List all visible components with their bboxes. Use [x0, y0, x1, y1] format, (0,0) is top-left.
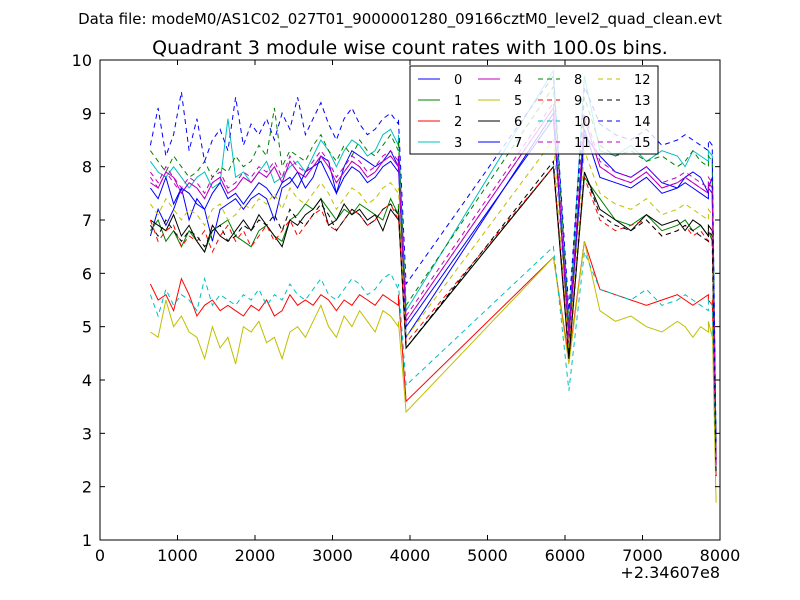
series-line-12 [149, 138, 717, 471]
legend-label-4: 4 [514, 73, 522, 88]
legend-label-8: 8 [574, 73, 582, 88]
series-line-7 [149, 117, 717, 455]
y-tick-label: 9 [82, 104, 92, 123]
y-tick-label: 3 [82, 424, 92, 443]
legend-label-15: 15 [634, 136, 651, 151]
series-line-13 [149, 159, 717, 477]
x-tick-label: 6000 [545, 546, 586, 565]
x-offset-label: +2.34607e8 [620, 563, 720, 582]
x-tick-label: 5000 [467, 546, 508, 565]
legend-label-2: 2 [454, 115, 462, 130]
legend-box [409, 65, 659, 155]
series-line-5 [150, 241, 717, 503]
series-line-14 [149, 74, 717, 445]
legend-label-7: 7 [514, 136, 522, 151]
legend-label-10: 10 [574, 115, 591, 130]
legend-label-0: 0 [454, 73, 462, 88]
y-tick-label: 10 [72, 51, 92, 70]
suptitle: Data file: modeM0/AS1C02_027T01_90000012… [78, 10, 722, 29]
y-tick-label: 1 [82, 531, 92, 550]
y-tick-label: 4 [82, 371, 92, 390]
legend-label-9: 9 [574, 94, 582, 109]
legend-label-11: 11 [574, 136, 591, 151]
series-line-1 [149, 165, 717, 471]
legend-label-13: 13 [634, 94, 651, 109]
series-line-11 [149, 101, 717, 461]
chart-title: Quadrant 3 module wise count rates with … [152, 37, 668, 59]
legend-label-6: 6 [514, 115, 522, 130]
x-tick-label: 0 [95, 546, 105, 565]
y-tick-label: 2 [82, 478, 92, 497]
series-line-8 [149, 85, 717, 455]
legend-label-5: 5 [514, 94, 522, 109]
plot-area [149, 69, 717, 503]
series-line-15 [149, 106, 717, 466]
y-tick-label: 5 [82, 318, 92, 337]
legend-label-14: 14 [634, 115, 651, 130]
x-tick-label: 2000 [235, 546, 276, 565]
y-tick-label: 6 [82, 264, 92, 283]
axis-ticks: 0 1000 2000 3000 4000 5000 6000 7000 80001234567… [72, 51, 741, 565]
series-line-3 [149, 69, 717, 450]
series-line-10 [149, 245, 717, 471]
series-line-2 [149, 241, 717, 477]
legend-label-1: 1 [454, 94, 462, 109]
series-line-6 [150, 165, 717, 461]
x-tick-label: 8000 [700, 546, 741, 565]
y-tick-label: 7 [82, 211, 92, 230]
x-tick-label: 1000 [157, 546, 198, 565]
legend-label-3: 3 [454, 136, 462, 151]
x-tick-label: 4000 [390, 546, 431, 565]
y-tick-label: 8 [82, 158, 92, 177]
legend-label-12: 12 [634, 73, 651, 88]
x-tick-label: 7000 [622, 546, 663, 565]
x-tick-label: 3000 [312, 546, 353, 565]
